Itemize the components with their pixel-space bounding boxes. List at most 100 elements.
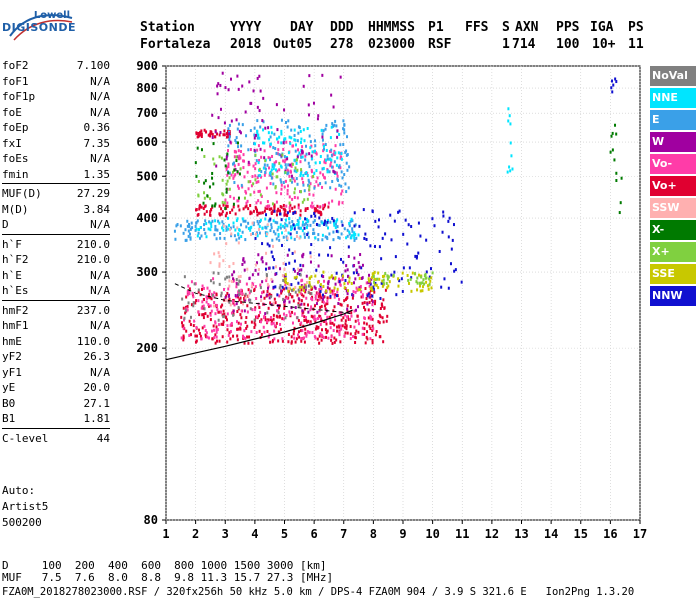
echo-point xyxy=(304,217,307,221)
echo-point xyxy=(322,295,325,299)
echo-point xyxy=(352,271,355,275)
echo-point xyxy=(290,306,293,310)
echo-point xyxy=(305,318,308,322)
echo-point xyxy=(416,281,419,285)
echo-point xyxy=(345,289,348,293)
echo-point xyxy=(339,156,342,160)
echo-point xyxy=(323,205,326,209)
echo-point xyxy=(384,288,387,292)
echo-point xyxy=(381,275,384,279)
echo-point xyxy=(297,302,300,306)
echo-point xyxy=(298,285,301,289)
echo-point xyxy=(344,331,347,335)
echo-point xyxy=(346,304,349,308)
echo-point xyxy=(321,138,324,142)
echo-point xyxy=(337,151,340,155)
echo-point xyxy=(269,144,272,148)
echo-point xyxy=(365,322,368,326)
param-value: N/A xyxy=(90,152,110,165)
echo-point xyxy=(236,141,239,145)
echo-point xyxy=(308,152,311,156)
echo-point xyxy=(268,138,271,142)
echo-point xyxy=(221,210,224,214)
echo-point xyxy=(347,254,350,258)
echo-point xyxy=(209,228,212,232)
echo-point xyxy=(205,210,208,214)
echo-point xyxy=(341,324,344,328)
echo-point xyxy=(265,226,268,230)
echo-point xyxy=(202,316,205,320)
echo-point xyxy=(307,290,310,294)
echo-point xyxy=(243,329,246,333)
echo-point xyxy=(205,335,208,339)
echo-point xyxy=(321,167,324,171)
echo-point xyxy=(308,74,311,78)
echo-point xyxy=(339,143,342,147)
echo-point xyxy=(397,210,400,214)
echo-point xyxy=(253,136,256,140)
echo-point xyxy=(318,314,321,318)
echo-point xyxy=(342,260,345,264)
echo-point xyxy=(346,168,349,172)
echo-point xyxy=(213,135,216,139)
echo-point xyxy=(290,236,293,240)
echo-point xyxy=(236,293,239,297)
echo-point xyxy=(257,267,260,271)
echo-point xyxy=(340,170,343,174)
echo-point xyxy=(239,327,242,331)
echo-point xyxy=(202,313,205,317)
echo-point xyxy=(338,133,341,137)
echo-point xyxy=(280,180,283,184)
echo-point xyxy=(316,298,319,302)
echo-point xyxy=(225,275,228,279)
echo-point xyxy=(223,236,226,240)
echo-point xyxy=(206,335,209,339)
echo-point xyxy=(237,241,240,245)
echo-point xyxy=(253,190,256,194)
echo-point xyxy=(275,168,278,172)
echo-point xyxy=(194,282,197,286)
echo-point xyxy=(283,211,286,215)
echo-point xyxy=(218,254,221,258)
echo-point xyxy=(211,293,214,297)
echo-point xyxy=(288,292,291,296)
echo-point xyxy=(293,269,296,273)
echo-point xyxy=(308,331,311,335)
echo-point xyxy=(264,231,267,235)
legend-item-x: X- xyxy=(650,220,696,240)
echo-point xyxy=(202,304,205,308)
echo-point xyxy=(336,225,339,229)
echo-point xyxy=(374,333,377,337)
header-value-4: 023000 xyxy=(368,37,415,52)
echo-point xyxy=(301,309,304,313)
echo-point xyxy=(294,210,297,214)
echo-point xyxy=(326,315,329,319)
echo-point xyxy=(353,236,356,240)
echo-point xyxy=(333,305,336,309)
echo-point xyxy=(299,190,302,194)
echo-point xyxy=(308,188,311,192)
echo-point xyxy=(348,165,351,169)
echo-point xyxy=(200,287,203,291)
echo-point xyxy=(425,238,428,242)
echo-point xyxy=(377,271,380,275)
echo-point xyxy=(227,227,230,231)
echo-point xyxy=(195,227,198,231)
echo-point xyxy=(214,224,217,228)
echo-point xyxy=(337,277,340,281)
echo-point xyxy=(254,174,257,178)
echo-point xyxy=(272,321,275,325)
echo-point xyxy=(254,306,257,310)
echo-point xyxy=(301,329,304,333)
echo-point xyxy=(234,228,237,232)
echo-point xyxy=(201,300,204,304)
echo-point xyxy=(271,202,274,206)
echo-point xyxy=(276,128,279,132)
echo-point xyxy=(209,221,212,225)
echo-point xyxy=(261,242,264,246)
echo-point xyxy=(511,167,514,171)
echo-point xyxy=(224,296,227,300)
echo-point xyxy=(269,135,272,139)
param-label: hmF2 xyxy=(2,303,29,317)
echo-point xyxy=(316,117,319,121)
